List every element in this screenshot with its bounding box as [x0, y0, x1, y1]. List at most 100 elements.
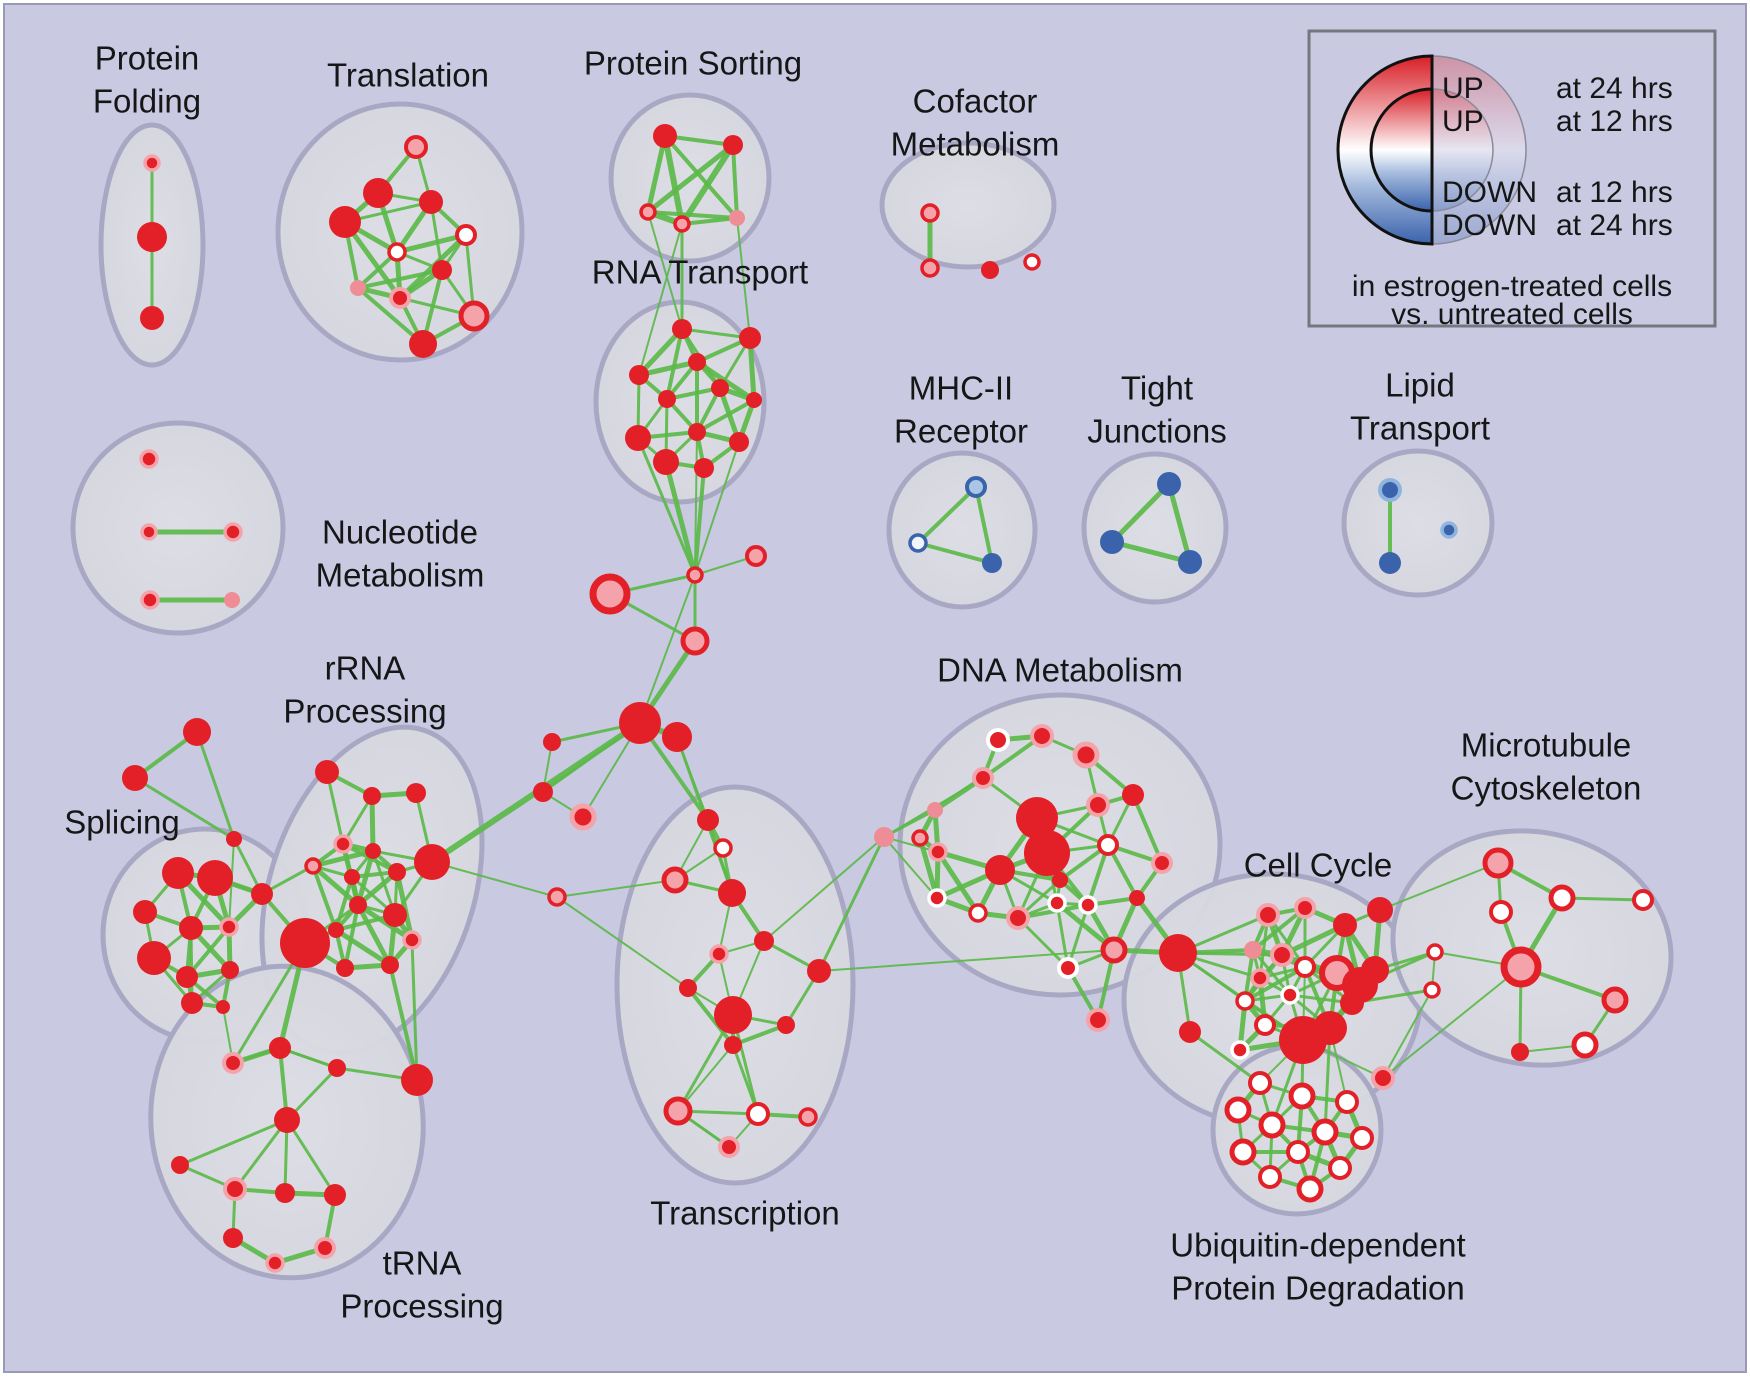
network-node-r — [629, 365, 649, 385]
network-edge — [1166, 481, 1193, 565]
network-node-r — [718, 879, 746, 907]
network-node-pw — [1229, 1138, 1257, 1166]
network-node-wr — [1047, 893, 1067, 913]
legend-entry-time: at 12 hrs — [1556, 105, 1673, 138]
mesh-edge-rrna-processing — [310, 863, 361, 908]
network-node-wr — [986, 728, 1010, 752]
legend-footer-line: in estrogen-treated cells — [1352, 270, 1672, 303]
network-node-r — [226, 831, 242, 847]
cluster-label-lipid-transport: Transport — [1350, 410, 1490, 447]
network-edge — [663, 459, 698, 578]
mesh-edge-rrna-processing — [394, 869, 415, 943]
cluster-label-rrna-processing: Processing — [283, 693, 446, 730]
network-edge — [638, 223, 683, 376]
mesh-edge-rrna-processing — [310, 848, 376, 869]
network-node-p — [927, 802, 943, 818]
network-edge — [1109, 539, 1193, 565]
network-edge — [693, 466, 706, 577]
network-node-rp — [1006, 906, 1030, 930]
mesh-edge-rrna-processing — [355, 902, 393, 968]
network-node-r — [171, 1156, 189, 1174]
network-edge — [639, 574, 696, 724]
network-node-pw — [387, 242, 407, 262]
network-node-pw — [1296, 1175, 1324, 1203]
cluster-ellipse-mhc-ii-receptor — [886, 450, 1038, 610]
network-edge — [636, 436, 697, 577]
cluster-label-mhc-ii-receptor: Receptor — [894, 413, 1028, 450]
network-node-wr — [927, 888, 947, 908]
network-node-pw — [1335, 1090, 1359, 1114]
network-node-r — [1016, 797, 1058, 839]
mesh-edge-dna-metabolism — [981, 734, 1044, 780]
network-node-rp — [223, 522, 243, 542]
network-node-r — [723, 135, 743, 155]
cluster-label-nucleotide-metabolism: Metabolism — [316, 557, 485, 594]
network-node-pw — [1288, 1082, 1316, 1110]
network-node-pw — [1571, 1031, 1599, 1059]
network-node-rp — [143, 154, 161, 172]
cluster-label-nucleotide-metabolism: Nucleotide — [322, 514, 478, 551]
network-node-rp — [265, 1253, 285, 1273]
network-node-rp — [1294, 897, 1316, 919]
legend: UP at 24 hrs UP at 12 hrs DOWN at 12 hrs DOWN a… — [1307, 29, 1717, 331]
mesh-edge-protein-sorting — [679, 142, 736, 227]
network-edge — [410, 938, 419, 1082]
network-edge — [556, 879, 676, 898]
network-node-r — [653, 124, 677, 148]
network-node-pw — [1248, 1071, 1272, 1095]
network-node-r — [363, 787, 381, 805]
network-node-r — [1052, 872, 1068, 888]
cluster-labels: Protein Folding Translation Protein Sorting… — [64, 40, 1641, 1325]
network-node-pw — [1350, 1126, 1374, 1150]
cluster-label-mhc-ii-receptor: MHC-II — [909, 370, 1013, 407]
network-node-r — [1313, 1011, 1347, 1045]
network-edge — [883, 836, 938, 899]
mesh-edge-rrna-processing — [343, 903, 360, 970]
network-node-r — [183, 718, 211, 746]
network-node-bl — [965, 476, 987, 498]
network-node-pp — [661, 866, 689, 894]
mesh-edge-transcription — [731, 1023, 788, 1047]
mesh-edge-protein-sorting — [663, 134, 739, 220]
network-node-pw — [1489, 900, 1513, 924]
cluster-label-microtubule-cytoskeleton: Cytoskeleton — [1451, 770, 1642, 807]
network-node-rp — [314, 1237, 336, 1259]
network-node-r — [658, 390, 676, 408]
cluster-label-cofactor-metabolism: Cofactor — [913, 83, 1038, 120]
network-node-pw — [968, 903, 988, 923]
network-node-r — [1511, 1043, 1529, 1061]
network-node-pw — [1328, 1156, 1352, 1180]
cluster-ellipse-tight-junctions — [1081, 451, 1229, 605]
network-node-r — [365, 843, 381, 859]
network-node-pp — [458, 300, 490, 332]
network-node-rp — [928, 842, 948, 862]
legend-entry-direction: UP — [1442, 105, 1484, 138]
network-node-r — [807, 959, 831, 983]
network-node-pp — [639, 203, 657, 221]
network-node-r — [223, 1228, 243, 1248]
network-node-p — [874, 827, 894, 847]
cluster-ellipse-cofactor-metabolism — [879, 140, 1057, 270]
network-node-rp — [333, 834, 353, 854]
network-node-pw — [713, 838, 733, 858]
network-edge — [1560, 896, 1645, 902]
mesh-edge-rrna-processing — [311, 864, 338, 932]
network-node-wr — [1057, 957, 1079, 979]
mesh-edge-dna-metabolism — [1131, 793, 1164, 865]
mesh-edge-translation — [394, 232, 469, 255]
network-node-pw — [1023, 253, 1041, 271]
network-edge — [1188, 1030, 1262, 1085]
network-node-r — [221, 961, 239, 979]
network-edge — [763, 836, 885, 942]
network-edge — [647, 211, 683, 330]
network-node-r — [324, 1184, 346, 1206]
cluster-label-tight-junctions: Tight — [1121, 370, 1193, 407]
cluster-label-trna-processing: Processing — [340, 1288, 503, 1325]
network-node-r — [274, 1107, 300, 1133]
network-node-pp — [745, 545, 767, 567]
network-edge — [818, 949, 1115, 972]
network-node-b — [1379, 552, 1401, 574]
network-node-r — [197, 860, 233, 896]
network-node-pw — [1258, 1165, 1282, 1189]
